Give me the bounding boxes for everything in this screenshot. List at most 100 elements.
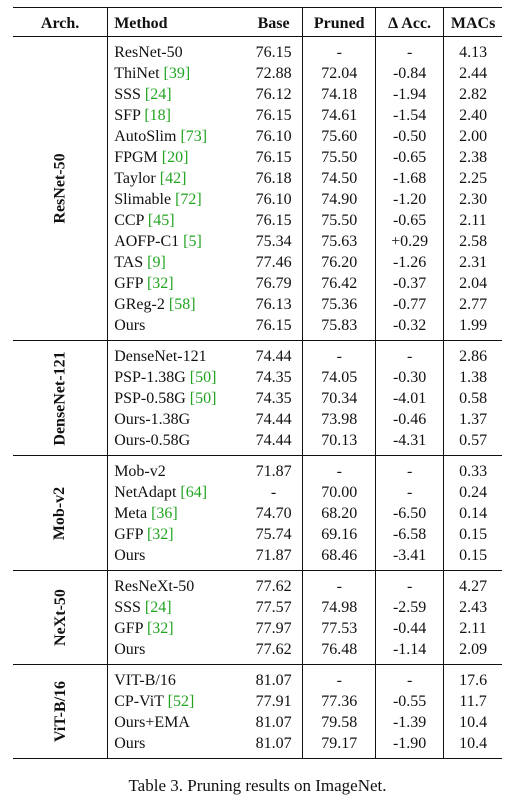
delta-acc-value: -0.65: [375, 147, 445, 168]
method-name: Ours-1.38G: [114, 411, 191, 428]
base-value: 81.07: [244, 664, 304, 691]
citation-link[interactable]: [73]: [180, 128, 208, 145]
pruned-value: 72.04: [302, 63, 377, 84]
pruned-value: 79.58: [302, 712, 377, 733]
table-group: NeXt-50 ResNeXt-50 77.62- -4.27 SSS [24] 77.5…: [13, 570, 502, 665]
method-cell: SSS [24]: [107, 597, 245, 618]
citation-link[interactable]: [32]: [146, 275, 174, 292]
table-group: ViT-B/16 VIT-B/16 81.07- -17.6 CP-ViT [52] 77…: [13, 664, 502, 759]
method-name: Ours-0.58G: [114, 432, 191, 449]
method-name: Slimable: [114, 191, 172, 208]
citation-link[interactable]: [45]: [147, 212, 175, 229]
method-cell: Slimable [72]: [107, 189, 245, 210]
base-value: 71.87: [244, 455, 304, 482]
method-cell: ResNet-50: [107, 36, 245, 63]
delta-acc-value: -0.50: [375, 126, 445, 147]
base-value: 77.62: [244, 639, 304, 665]
macs-value: 11.7: [459, 693, 487, 710]
method-cell: Ours-0.58G: [107, 430, 245, 456]
pruned-value: 77.36: [302, 691, 377, 712]
citation-link[interactable]: [39]: [163, 65, 191, 82]
citation-link[interactable]: [50]: [189, 369, 217, 386]
pruned-value: 74.61: [302, 105, 377, 126]
method-cell: PSP-1.38G [50]: [107, 367, 245, 388]
citation-link[interactable]: [24]: [144, 599, 172, 616]
base-value: 77.91: [244, 691, 304, 712]
table-group: ResNet-50 ResNet-50 76.15- -4.13 ThiNet [39]…: [13, 36, 502, 341]
pruned-value: 76.42: [302, 273, 377, 294]
table-row: PSP-1.38G [50] 74.35 74.05 -0.30 1.38: [13, 367, 502, 388]
macs-value: 2.30: [459, 191, 488, 208]
arch-label-cell: DenseNet-121: [13, 341, 108, 456]
table-row: Slimable [72] 76.10 74.90 -1.20 2.30: [13, 189, 502, 210]
pruned-value: 68.46: [302, 545, 377, 571]
pruned-value: 76.20: [302, 252, 377, 273]
citation-link[interactable]: [72]: [175, 191, 202, 208]
table-row: GFP [32] 76.79 76.42 -0.37 2.04: [13, 273, 502, 294]
pruned-value: 75.63: [302, 231, 377, 252]
macs-value: 2.11: [459, 212, 487, 229]
base-value: 74.44: [244, 340, 304, 367]
macs-value: 2.31: [459, 254, 488, 271]
citation-link[interactable]: [42]: [159, 170, 187, 187]
citation-link[interactable]: [20]: [161, 149, 189, 166]
citation-link[interactable]: [5]: [183, 233, 202, 250]
citation-link[interactable]: [32]: [146, 620, 174, 637]
delta-acc-value: -0.84: [375, 63, 445, 84]
base-value: 76.18: [244, 168, 304, 189]
method-cell: Ours: [107, 315, 245, 341]
base-value: 74.44: [244, 430, 304, 456]
base-value: 76.15: [244, 36, 304, 63]
method-name: ResNeXt-50: [114, 578, 195, 595]
method-name: PSP-0.58G: [114, 390, 186, 407]
pruned-value: 68.20: [302, 503, 377, 524]
method-cell: Mob-v2: [107, 455, 245, 482]
table-row: FPGM [20] 76.15 75.50 -0.65 2.38: [13, 147, 502, 168]
citation-link[interactable]: [9]: [147, 254, 166, 271]
base-value: 77.46: [244, 252, 304, 273]
pruned-value: 74.18: [302, 84, 377, 105]
citation-link[interactable]: [36]: [151, 505, 178, 522]
citation-link[interactable]: [50]: [189, 390, 217, 407]
method-cell: GReg-2 [58]: [107, 294, 245, 315]
delta-acc-value: -4.31: [375, 430, 445, 456]
method-cell: Taylor [42]: [107, 168, 245, 189]
citation-link[interactable]: [24]: [144, 86, 172, 103]
pruned-value: 75.50: [302, 147, 377, 168]
macs-value: 0.15: [459, 526, 488, 543]
citation-link[interactable]: [64]: [180, 484, 208, 501]
base-value: 76.10: [244, 189, 304, 210]
delta-acc-value: -: [375, 664, 445, 691]
delta-acc-value: -: [375, 455, 445, 482]
citation-link[interactable]: [18]: [144, 107, 171, 124]
citation-link[interactable]: [32]: [146, 526, 174, 543]
method-name: Ours: [114, 547, 146, 564]
method-cell: Ours+EMA: [107, 712, 245, 733]
header-row: Arch. Method Base Pruned Δ Acc. MACs: [13, 7, 502, 37]
delta-acc-value: -1.14: [375, 639, 445, 665]
pruned-value: 75.36: [302, 294, 377, 315]
pruned-value: 75.60: [302, 126, 377, 147]
delta-acc-value: -: [375, 570, 445, 597]
citation-link[interactable]: [58]: [168, 296, 196, 313]
method-cell: ThiNet [39]: [107, 63, 245, 84]
citation-link[interactable]: [52]: [167, 693, 195, 710]
table-row: CP-ViT [52] 77.91 77.36 -0.55 11.7: [13, 691, 502, 712]
pruned-value: 74.98: [302, 597, 377, 618]
header-macs: MACs: [443, 7, 502, 37]
method-name: VIT-B/16: [114, 672, 176, 689]
method-name: SSS: [114, 86, 141, 103]
macs-value: 10.4: [459, 735, 488, 752]
method-cell: SFP [18]: [107, 105, 245, 126]
table-group: Mob-v2 Mob-v2 71.87- -0.33 NetAdapt [64] -70.…: [13, 455, 502, 571]
base-value: 74.70: [244, 503, 304, 524]
delta-acc-value: -6.58: [375, 524, 445, 545]
method-name: Ours: [114, 641, 146, 658]
macs-value: 2.40: [459, 107, 488, 124]
pruned-value: -: [302, 664, 377, 691]
method-name: AutoSlim: [114, 128, 177, 145]
base-value: 74.35: [244, 367, 304, 388]
delta-acc-value: -0.30: [375, 367, 445, 388]
method-name: Ours: [114, 317, 146, 334]
table-header: Arch. Method Base Pruned Δ Acc. MACs: [13, 7, 502, 37]
